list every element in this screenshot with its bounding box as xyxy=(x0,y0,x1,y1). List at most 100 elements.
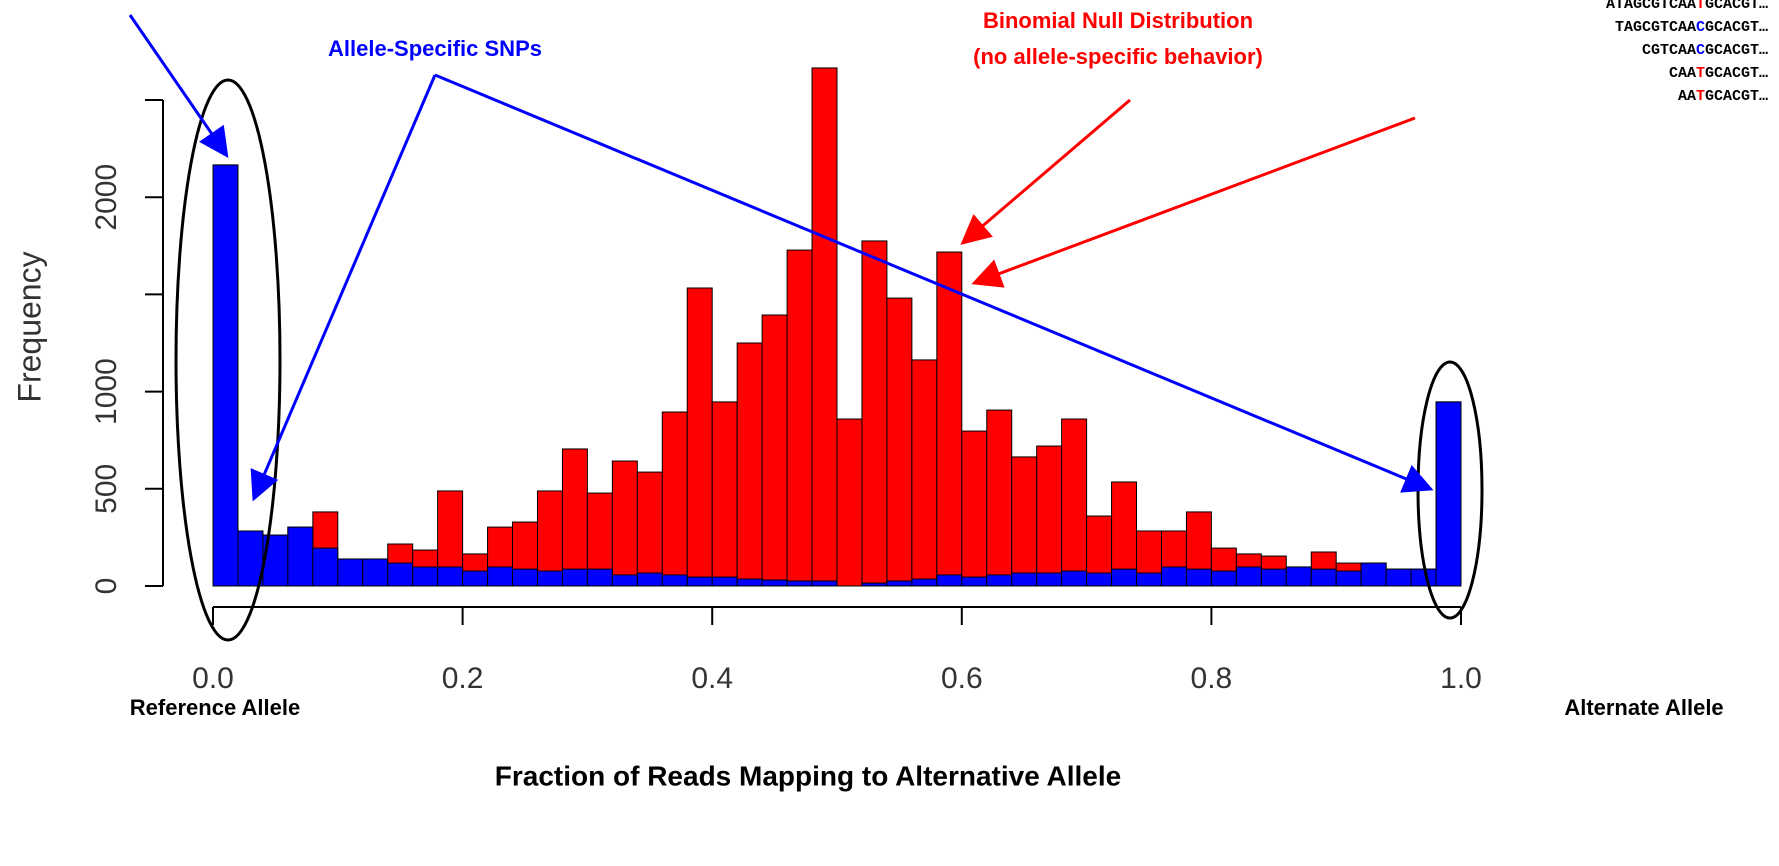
bar xyxy=(661,411,688,587)
bar xyxy=(362,558,389,587)
read: TAGCGTCAACGCACGT… xyxy=(1615,19,1768,36)
bar xyxy=(1210,570,1237,587)
bar xyxy=(1235,566,1262,587)
bar xyxy=(287,526,314,587)
x-tick-label: 0.4 xyxy=(691,662,733,695)
bar xyxy=(1086,572,1113,587)
bar xyxy=(1185,568,1212,587)
bar xyxy=(412,566,439,587)
bar xyxy=(586,568,613,587)
bar xyxy=(387,562,414,587)
x-tick-label: 0.8 xyxy=(1191,662,1233,695)
x-tick-label: 0.2 xyxy=(442,662,484,695)
bar xyxy=(1160,566,1187,587)
bar xyxy=(561,568,588,587)
bar xyxy=(636,572,663,587)
bar xyxy=(886,580,913,587)
read-snp: T xyxy=(1696,88,1705,105)
read: CGTCAACGCACGT… xyxy=(1642,42,1768,59)
read-snp: C xyxy=(1696,42,1705,59)
bar xyxy=(1335,570,1362,587)
bar xyxy=(786,249,813,587)
bar xyxy=(936,251,963,587)
bar xyxy=(986,409,1013,587)
bar xyxy=(337,558,364,587)
read: ATAGCGTCAATGCACGT… xyxy=(1606,0,1768,13)
bar xyxy=(686,576,713,587)
bar xyxy=(487,566,514,587)
bar xyxy=(212,164,239,587)
bar xyxy=(636,471,663,587)
x-tick-label: 1.0 xyxy=(1440,662,1482,695)
bar xyxy=(736,342,763,587)
bar xyxy=(1111,568,1138,587)
bar xyxy=(1285,566,1312,587)
bar xyxy=(761,579,788,587)
bar xyxy=(536,570,563,587)
bar xyxy=(811,67,838,587)
read-snp: C xyxy=(1696,19,1705,36)
x-tick-label: 0.0 xyxy=(192,662,234,695)
annotation: Alternate Allele xyxy=(1564,695,1723,720)
bar xyxy=(711,401,738,587)
bar xyxy=(761,314,788,587)
annotation-shapes xyxy=(128,14,1484,642)
bar xyxy=(1011,572,1038,587)
bar xyxy=(911,359,938,587)
bar xyxy=(1260,568,1287,587)
bar xyxy=(936,574,963,587)
bar xyxy=(536,490,563,587)
bar xyxy=(1360,562,1387,587)
read-snp: T xyxy=(1696,0,1705,13)
bar xyxy=(1036,572,1063,587)
bar xyxy=(437,566,464,587)
annotation: Binomial Null Distribution xyxy=(983,8,1253,33)
annotation: Allele-Specific SNPs xyxy=(328,36,542,61)
annotation: Reference Allele xyxy=(130,695,300,720)
read-prefix: CGTCAA xyxy=(1642,42,1696,59)
read-prefix: TAGCGTCAA xyxy=(1615,19,1696,36)
bar xyxy=(986,574,1013,587)
bar xyxy=(1310,568,1337,587)
y-tick-label: 2000 xyxy=(90,164,123,231)
bar xyxy=(811,580,838,587)
bar xyxy=(1061,570,1088,587)
bar xyxy=(611,460,638,587)
read-prefix: ATAGCGTCAA xyxy=(1606,0,1696,13)
y-tick-label: 500 xyxy=(90,464,123,514)
bar xyxy=(711,576,738,587)
bar xyxy=(886,297,913,587)
y-tick-label: 1000 xyxy=(90,358,123,425)
bar xyxy=(911,578,938,587)
read-suffix: GCACGT… xyxy=(1705,19,1768,36)
y-axis-title: Frequency xyxy=(11,251,47,402)
bar xyxy=(736,578,763,587)
bar xyxy=(836,418,863,587)
bar xyxy=(1136,572,1162,587)
bar xyxy=(462,570,489,587)
bar xyxy=(686,287,713,587)
bar xyxy=(961,430,988,587)
bar xyxy=(1385,568,1412,587)
bar xyxy=(961,576,988,587)
bar xyxy=(786,580,813,587)
bar xyxy=(1011,456,1038,587)
read-suffix: GCACGT… xyxy=(1705,65,1768,82)
read-prefix: AA xyxy=(1678,88,1696,105)
bar xyxy=(1435,401,1462,587)
bar xyxy=(611,574,638,587)
x-tick-label: 0.6 xyxy=(941,662,983,695)
bar xyxy=(1036,445,1063,587)
bar xyxy=(561,448,588,587)
bar xyxy=(861,582,888,587)
read-snp: T xyxy=(1696,65,1705,82)
bar xyxy=(512,568,538,587)
bar xyxy=(1410,568,1437,587)
bar xyxy=(861,240,888,587)
bar xyxy=(312,547,339,587)
plot-area xyxy=(212,67,1462,587)
bar xyxy=(1061,418,1088,587)
x-axis-title: Fraction of Reads Mapping to Alternative… xyxy=(495,760,1121,791)
y-tick-label: 0 xyxy=(90,578,123,595)
